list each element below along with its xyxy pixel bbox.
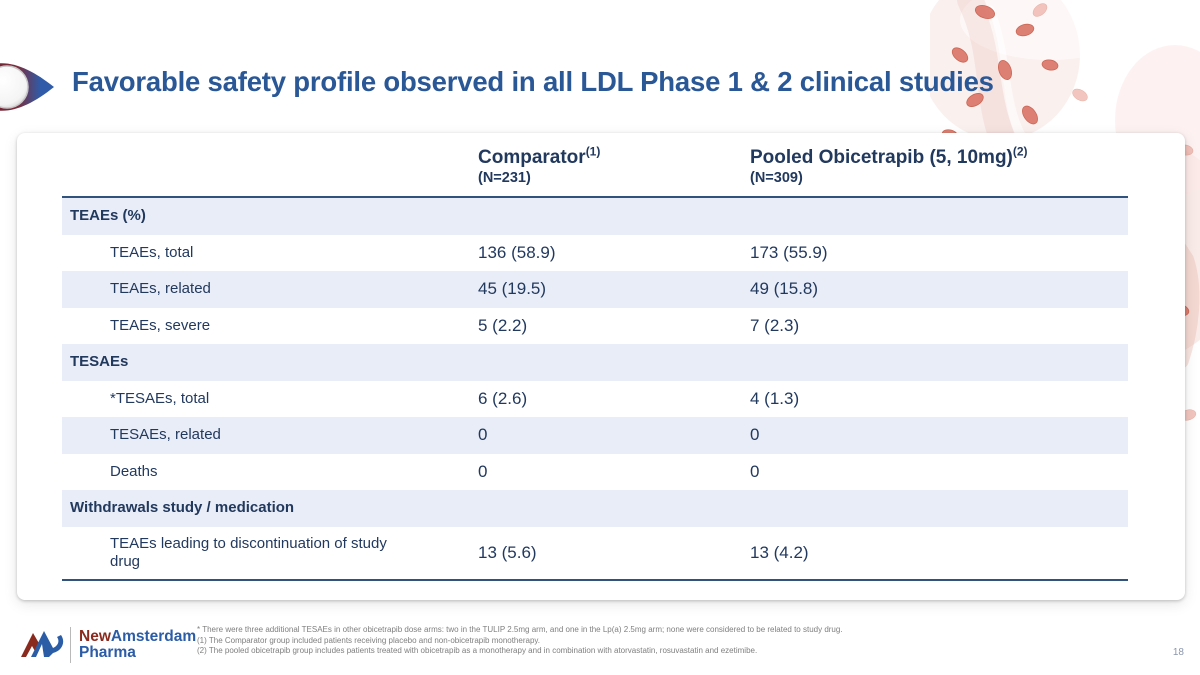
row-value-obicetrapib: 4 (1.3) [750, 388, 800, 408]
row-value-comparator: 45 (19.5) [478, 279, 547, 299]
row-value-obicetrapib: 13 (4.2) [750, 542, 809, 562]
row-label: TESAEs, related [110, 426, 221, 444]
row-label: Deaths [110, 462, 158, 480]
logo-mark-icon [21, 631, 64, 657]
row-value-comparator: 0 [478, 425, 488, 445]
row-label: TEAEs, related [110, 280, 211, 298]
column-n-count: (N=231) [478, 170, 531, 186]
table-row-tesaes-related: TESAEs, related 0 0 [62, 417, 1128, 454]
table-row-teaes-related: TEAEs, related 45 (19.5) 49 (15.8) [62, 271, 1128, 308]
safety-table-card: Comparator(1) (N=231) Pooled Obicetrapib… [17, 133, 1185, 600]
row-label: Withdrawals study / medication [70, 499, 295, 517]
row-value-comparator: 6 (2.6) [478, 388, 528, 408]
page-number: 18 [1172, 647, 1184, 658]
row-value-comparator: 0 [478, 461, 488, 481]
row-value-obicetrapib: 0 [750, 461, 760, 481]
row-value-obicetrapib: 7 (2.3) [750, 315, 800, 335]
column-label: Pooled Obicetrapib (5, 10mg) [750, 147, 1013, 168]
table-row-section-teaes: TEAEs (%) [62, 198, 1128, 235]
row-label: TEAEs (%) [70, 207, 146, 225]
table-row-deaths: Deaths 0 0 [62, 454, 1128, 491]
footnote-marker: (2) [1012, 144, 1028, 159]
footnote-marker: (1) [585, 144, 601, 159]
footnote-asterisk: * There were three additional TESAEs in … [197, 625, 843, 634]
row-value-comparator: 5 (2.2) [478, 315, 528, 335]
row-value-comparator: 136 (58.9) [478, 242, 556, 262]
logo-word-pharma: Pharma [79, 644, 136, 661]
footnote-1: (1) The Comparator group included patien… [197, 635, 541, 645]
row-value-obicetrapib: 0 [750, 425, 760, 445]
footnotes: * There were three additional TESAEs in … [197, 625, 987, 657]
table-body: TEAEs (%) TEAEs, total 136 (58.9) 173 (5… [62, 198, 1128, 581]
column-header-comparator: Comparator(1) (N=231) [478, 145, 750, 196]
row-value-obicetrapib: 49 (15.8) [750, 279, 819, 299]
row-label: TEAEs, total [110, 243, 194, 261]
logo-word-amsterdam: Amsterdam [110, 627, 197, 645]
footnote-2: (2) The pooled obicetrapib group include… [197, 646, 758, 655]
column-n-count: (N=309) [750, 170, 803, 186]
newamsterdam-pharma-logo: NewAmsterdam Pharma [20, 622, 196, 668]
table-row-teaes-total: TEAEs, total 136 (58.9) 173 (55.9) [62, 235, 1128, 272]
logo-text: NewAmsterdam Pharma [79, 627, 197, 662]
page-title: Favorable safety profile observed in all… [72, 66, 994, 97]
column-label: Comparator [478, 147, 586, 168]
table-row-tesaes-total: *TESAEs, total 6 (2.6) 4 (1.3) [62, 381, 1128, 418]
column-header-obicetrapib: Pooled Obicetrapib (5, 10mg)(2) (N=309) [750, 145, 1128, 196]
table-header-row: Comparator(1) (N=231) Pooled Obicetrapib… [62, 145, 1128, 198]
row-label: TEAEs leading to discontinuation of stud… [110, 534, 387, 570]
row-value-obicetrapib: 173 (55.9) [750, 242, 828, 262]
row-label: TESAEs [70, 353, 129, 371]
row-value-comparator: 13 (5.6) [478, 542, 537, 562]
table-row-teaes-severe: TEAEs, severe 5 (2.2) 7 (2.3) [62, 308, 1128, 345]
row-label: *TESAEs, total [110, 389, 210, 407]
eye-bullet-icon [0, 63, 54, 111]
column-header-empty [62, 145, 478, 196]
table-row-discontinuation: TEAEs leading to discontinuation of stud… [62, 527, 1128, 579]
table-row-section-tesaes: TESAEs [62, 344, 1128, 381]
safety-table: Comparator(1) (N=231) Pooled Obicetrapib… [62, 145, 1128, 581]
logo-word-new: New [79, 627, 111, 645]
table-row-section-withdrawals: Withdrawals study / medication [62, 490, 1128, 527]
logo-divider [70, 627, 71, 663]
row-label: TEAEs, severe [110, 316, 211, 334]
